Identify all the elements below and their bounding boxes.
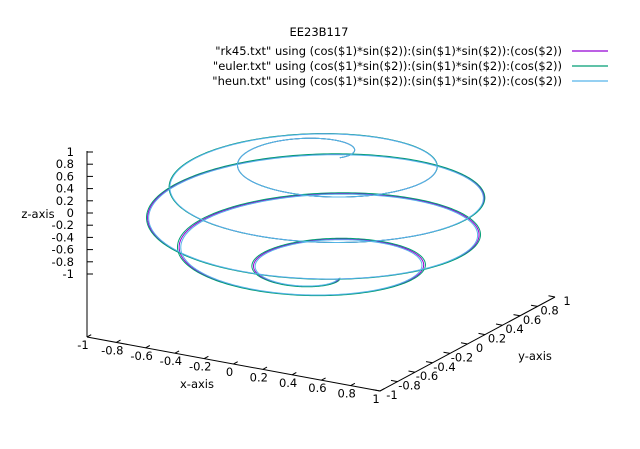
y-tick-mark	[513, 314, 521, 317]
x-tick-mark	[233, 361, 238, 365]
y-tick-label: 0.6	[523, 313, 541, 327]
x-tick-label: 0.6	[308, 381, 326, 395]
y-tick-label: -0.8	[398, 379, 420, 393]
z-tick-label: 0.2	[56, 194, 74, 208]
x-tick-label: 1	[372, 392, 379, 406]
y-tick-label: -0.2	[451, 350, 473, 364]
z-tick-label: -0.2	[52, 218, 74, 232]
z-tick-label: 0.6	[56, 169, 74, 183]
y-tick-mark	[408, 370, 416, 373]
x-tick-label: 0	[226, 365, 233, 379]
y-tick-label: -0.4	[433, 360, 455, 374]
z-tick-label: 0.8	[56, 157, 74, 171]
x-tick-label: -0.8	[101, 343, 123, 357]
series-line	[146, 133, 486, 297]
z-ticks: -1-0.8-0.6-0.4-0.200.20.40.60.81	[52, 145, 93, 281]
x-tick-label: 0.4	[279, 376, 297, 390]
axes	[86, 151, 556, 392]
z-tick-label: 1	[67, 145, 74, 159]
y-tick-label: 1	[563, 294, 570, 308]
chart-title: EE23B117	[289, 25, 348, 39]
y-tick-label: 0.4	[505, 322, 523, 336]
z-tick-label: -0.4	[52, 230, 74, 244]
legend: "rk45.txt" using (cos($1)*sin($2)):(sin(…	[212, 44, 608, 88]
x-tick-mark	[350, 382, 356, 387]
x-tick-mark	[116, 339, 121, 343]
y-ticks: -1-0.8-0.6-0.4-0.20 0.20.40.60.8 1	[373, 294, 571, 402]
x-tick-label: -0.6	[130, 349, 152, 363]
x-tick-mark	[174, 350, 180, 354]
x-tick-label: -0.2	[189, 360, 211, 374]
y-tick-mark	[460, 342, 468, 345]
y-tick-label: 0.2	[488, 332, 506, 346]
y-tick-mark	[373, 389, 381, 392]
x-tick-label: -0.4	[160, 354, 182, 368]
x-tick-mark	[291, 372, 297, 376]
z-tick-label: -0.8	[52, 255, 74, 269]
x-tick-mark	[262, 366, 268, 370]
z-tick-label: 0.4	[56, 182, 74, 196]
curves	[146, 133, 486, 297]
y-tick-mark	[478, 332, 486, 336]
y-tick-label: -0.6	[416, 369, 438, 383]
series-line	[148, 133, 484, 296]
x-tick-mark	[203, 355, 209, 360]
y-tick-mark	[425, 361, 433, 364]
legend-label: "rk45.txt" using (cos($1)*sin($2)):(sin(…	[215, 44, 562, 58]
y-tick-label: 0.8	[540, 303, 558, 317]
x-tick-label: 0.2	[250, 370, 268, 384]
y-tick-mark	[495, 323, 503, 326]
x-tick-label: -1	[77, 338, 88, 352]
legend-label: "euler.txt" using (cos($1)*sin($2)):(sin…	[213, 59, 562, 73]
x-axis-label: x-axis	[180, 377, 214, 391]
x-tick-mark	[86, 334, 92, 338]
z-tick-label: 0	[67, 206, 74, 220]
y-tick-label: 0	[476, 341, 483, 355]
z-axis-label: z-axis	[21, 207, 54, 221]
x-tick-mark	[321, 377, 326, 381]
legend-label: "heun.txt" using (cos($1)*sin($2)):(sin(…	[212, 74, 562, 88]
y-tick-mark	[390, 379, 398, 383]
x-tick-label: 0.8	[338, 387, 356, 401]
y-tick-label: -1	[386, 388, 397, 402]
z-tick-label: -0.6	[52, 243, 74, 257]
y-tick-mark	[548, 295, 556, 298]
x-ticks: -1 -0.8 -0.6 -0.4 -0.2 0 0.2 0.4 0.6 0.8 1	[77, 334, 385, 406]
y-tick-mark	[530, 304, 538, 307]
x-tick-mark	[379, 388, 385, 392]
x-tick-mark	[145, 345, 151, 349]
y-tick-mark	[443, 351, 451, 354]
y-axis-label: y-axis	[518, 349, 552, 363]
z-tick-label: -1	[63, 267, 74, 281]
